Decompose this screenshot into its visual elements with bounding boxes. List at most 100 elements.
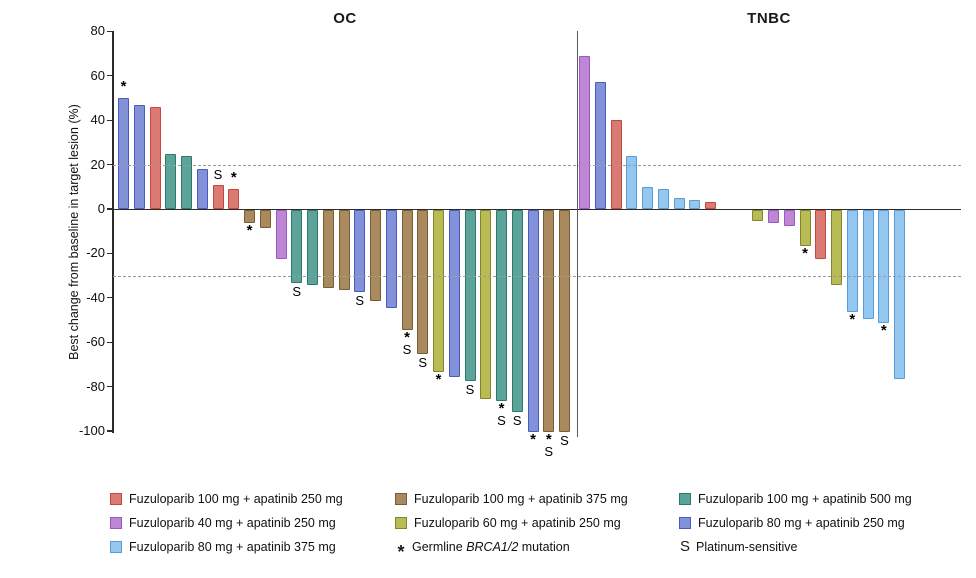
bar	[559, 210, 570, 432]
asterisk-mark: *	[880, 322, 887, 340]
y-tick-mark	[106, 430, 113, 432]
bar	[464, 210, 476, 381]
legend-color-swatch	[679, 493, 691, 505]
bar-mark: S	[287, 285, 307, 298]
legend-label: Fuzuloparib 40 mg + apatinib 250 mg	[129, 516, 336, 530]
legend-label: Platinum-sensitive	[696, 540, 798, 554]
legend-item: Fuzuloparib 80 mg + apatinib 375 mg	[110, 540, 336, 554]
bar-mark: *	[114, 79, 134, 97]
platinum-sensitive-mark: S	[355, 293, 365, 309]
legend-label: Fuzuloparib 100 mg + apatinib 500 mg	[698, 492, 912, 506]
legend-item: Fuzuloparib 40 mg + apatinib 250 mg	[110, 516, 336, 530]
asterisk-mark: *	[802, 244, 808, 262]
y-tick-label: -100	[78, 423, 105, 438]
y-axis-line	[112, 31, 114, 433]
legend-item: S Platinum-sensitive	[679, 539, 798, 554]
bar	[118, 98, 129, 209]
bar	[196, 169, 208, 209]
y-tick-label: 0	[97, 201, 105, 216]
bar	[165, 153, 177, 209]
bar-mark: *	[795, 244, 815, 262]
legend-item: Fuzuloparib 100 mg + apatinib 375 mg	[395, 492, 628, 506]
bar-mark: *	[429, 371, 449, 389]
asterisk-mark: *	[435, 371, 442, 389]
bar	[878, 210, 890, 324]
x-axis-zero-line	[112, 208, 961, 210]
bar-mark: *	[842, 311, 862, 329]
legend-label: Fuzuloparib 80 mg + apatinib 375 mg	[129, 540, 336, 554]
bar	[244, 210, 255, 224]
legend-symbol-asterisk: *	[397, 542, 405, 562]
platinum-sensitive-mark: S	[497, 412, 506, 428]
bar	[579, 55, 590, 209]
bar-mark: S	[413, 356, 433, 369]
bar	[768, 210, 779, 224]
y-tick-label: -80	[86, 378, 105, 394]
platinum-sensitive-mark: S	[544, 444, 554, 459]
bar	[496, 210, 507, 401]
bar	[417, 210, 429, 355]
bar	[862, 210, 874, 319]
asterisk-mark: *	[849, 311, 856, 329]
legend-color-swatch	[110, 493, 122, 505]
bar	[181, 155, 192, 209]
bar	[689, 200, 701, 209]
y-tick-mark	[106, 385, 113, 388]
bar	[657, 189, 669, 209]
bar-mark: S	[350, 294, 370, 307]
bar	[307, 210, 318, 286]
platinum-sensitive-mark: S	[465, 381, 475, 397]
bar	[433, 210, 444, 373]
bar	[783, 210, 795, 226]
asterisk-mark: *	[230, 169, 237, 187]
y-tick-label: 80	[90, 23, 105, 39]
bar	[642, 186, 653, 209]
bar-mark: *	[240, 223, 260, 238]
bar	[259, 210, 271, 228]
y-tick-label: -40	[86, 289, 105, 305]
bar-mark: S	[507, 414, 527, 427]
y-tick-mark	[106, 75, 113, 77]
platinum-sensitive-mark: S	[512, 413, 522, 429]
legend-item: Fuzuloparib 60 mg + apatinib 250 mg	[395, 516, 621, 530]
bar	[610, 120, 622, 209]
bar	[322, 210, 334, 288]
asterisk-mark: *	[545, 431, 552, 448]
bar-mark: S	[555, 434, 575, 447]
bar-mark: S	[208, 168, 228, 184]
bar	[385, 210, 397, 308]
y-tick-label: -60	[86, 334, 105, 350]
legend-label: Germline BRCA1/2 mutation	[412, 540, 570, 554]
y-tick-mark	[106, 163, 113, 166]
bar	[480, 210, 492, 399]
legend-item: Fuzuloparib 100 mg + apatinib 250 mg	[110, 492, 343, 506]
legend-label: Fuzuloparib 60 mg + apatinib 250 mg	[414, 516, 621, 530]
bar-mark: * S	[539, 431, 559, 459]
legend-item: Fuzuloparib 100 mg + apatinib 500 mg	[679, 492, 912, 506]
bar	[831, 210, 842, 286]
bar	[894, 210, 905, 379]
bar	[594, 82, 606, 209]
legend-color-swatch	[395, 493, 407, 505]
bar-mark: *	[523, 432, 543, 447]
reference-line--30	[113, 275, 961, 277]
legend-color-swatch	[110, 541, 122, 553]
y-tick-label: -20	[86, 245, 105, 261]
bar	[673, 197, 685, 209]
legend-color-swatch	[395, 517, 407, 529]
legend-item: * Germline BRCA1/2 mutation	[395, 540, 570, 562]
legend-label: Fuzuloparib 100 mg + apatinib 375 mg	[414, 492, 628, 506]
group-divider-line	[576, 31, 578, 437]
bar	[815, 210, 827, 259]
asterisk-mark: *	[404, 328, 410, 346]
y-tick-label: 40	[90, 112, 105, 128]
platinum-sensitive-mark: S	[418, 355, 428, 371]
bar	[149, 106, 161, 209]
bar	[527, 210, 539, 432]
bar	[291, 210, 303, 284]
legend-label: Fuzuloparib 100 mg + apatinib 250 mg	[129, 492, 343, 506]
y-tick-mark	[106, 252, 113, 255]
y-tick-mark	[106, 119, 113, 121]
